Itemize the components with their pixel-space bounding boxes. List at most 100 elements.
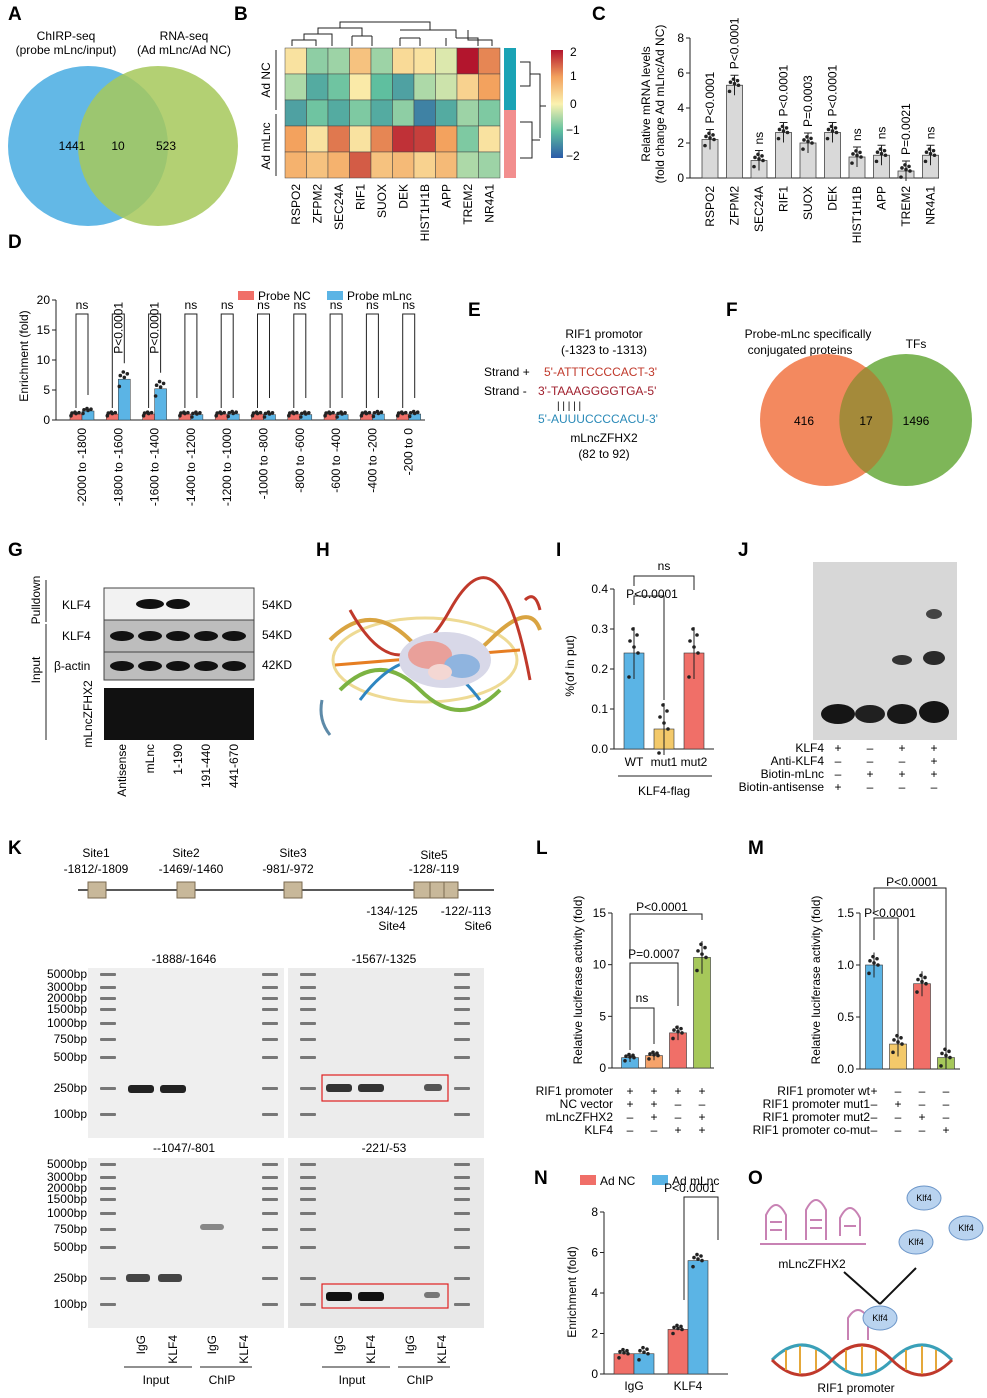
gel-k-group-label: Input (143, 1373, 170, 1387)
chart-l-mark: + (698, 1123, 705, 1137)
gel-k-ladder-band (300, 1176, 316, 1179)
chart-m-ylabel: Relative luciferase activity (fold) (809, 896, 823, 1065)
data-point (648, 1052, 652, 1056)
y-tick-label: 2 (591, 1327, 598, 1341)
data-point (900, 1042, 904, 1046)
data-point (919, 973, 923, 978)
data-point (875, 150, 880, 154)
gel-k-ladder-label: 2000bp (47, 1181, 87, 1195)
data-point (625, 1348, 629, 1353)
gel-k-ladder-label: 1000bp (47, 1016, 87, 1030)
panel-label-l: L (536, 838, 548, 859)
data-point (732, 81, 737, 86)
significance-label: ns (924, 127, 938, 140)
y-tick-label: 15 (593, 906, 607, 920)
y-tick-label: 0.1 (591, 702, 608, 716)
data-point (829, 124, 834, 129)
gel-k-ladder-band (262, 1246, 278, 1249)
gel-k-ladder-band (454, 1022, 470, 1025)
significance-bracket (873, 917, 899, 1035)
gel-k-ladder-band (100, 1228, 116, 1231)
data-point (626, 1351, 630, 1356)
gel-k-lane-label: KLF4 (364, 1335, 378, 1364)
gel-k-ladder-band (300, 1163, 316, 1166)
data-point (250, 414, 255, 418)
significance-label: ns (76, 298, 89, 312)
data-point (331, 410, 335, 415)
blot-j-mark: – (835, 767, 842, 781)
protein-rna-structure-image (319, 576, 542, 736)
data-point (809, 136, 813, 141)
data-point (707, 131, 711, 136)
chart-l-mark: + (650, 1097, 657, 1111)
data-point (89, 407, 93, 412)
heatmap-cell (284, 73, 307, 101)
chart-m-mark: – (943, 1110, 950, 1124)
klf4-protein-label: Klf4 (958, 1223, 974, 1233)
data-point (700, 1258, 704, 1263)
heatmap-cell (456, 99, 479, 127)
heatmap-scale-tick: −1 (566, 123, 580, 137)
gel-k-ladder-band (262, 1176, 278, 1179)
heatmap-cell (478, 125, 501, 153)
data-point (728, 80, 733, 84)
significance-label: ns (330, 298, 343, 312)
chart-m-mark: + (918, 1110, 925, 1124)
gel-k-ladder-band (454, 1212, 470, 1215)
heatmap-cell (306, 99, 329, 127)
gel-k-ladder-band (454, 1187, 470, 1190)
gel-k-ladder-band (454, 1246, 470, 1249)
gel-k-lane-label: IgG (134, 1335, 148, 1354)
data-point (161, 381, 166, 386)
data-point (761, 158, 765, 163)
panel-a: A ChIRP-seq (probe mLnc/input) RNA-seq (… (8, 4, 238, 226)
panel-e-rna-name: mLncZFHX2 (570, 431, 638, 445)
heatmap-cell (306, 73, 329, 101)
chart-l-mark: – (627, 1123, 634, 1137)
y-tick-label: 0.3 (591, 622, 608, 636)
y-tick-label: 8 (591, 1205, 598, 1219)
x-tick-label: RIF1 (777, 186, 791, 212)
data-point (780, 124, 785, 129)
gel-k-ladder-label: 3000bp (47, 1170, 87, 1184)
heatmap-cells (284, 47, 501, 179)
x-tick-label: -1400 to -1200 (184, 428, 198, 506)
data-point (400, 411, 405, 416)
data-point (931, 148, 936, 153)
heatmap-gene-label: DEK (396, 184, 410, 209)
blot-g-band (222, 661, 246, 671)
y-tick-label: 0.2 (591, 662, 608, 676)
gel-k-band (128, 1085, 154, 1093)
heatmap-cell (349, 73, 372, 101)
chart-l-mark: + (650, 1110, 657, 1124)
data-point (830, 129, 835, 133)
data-point (267, 412, 272, 416)
data-point (802, 138, 806, 142)
chart-l-ylabel: Relative luciferase activity (fold) (571, 896, 585, 1065)
chart-d-legend-swatch-mlnc (327, 291, 343, 300)
chart-m-mark: + (894, 1097, 901, 1111)
klf4-protein-icon (948, 1215, 984, 1241)
data-point (153, 394, 158, 398)
blot-g-size: 42KD (262, 658, 292, 672)
heatmap-cell (413, 99, 436, 127)
y-tick-label: 15 (37, 323, 51, 337)
data-point (186, 410, 190, 415)
significance-label: P<0.0001 (626, 587, 678, 601)
panel-e-title-1: RIF1 promotor (565, 327, 642, 341)
gel-k-ladder-band (100, 1022, 116, 1025)
blot-g-input-label: Input (29, 656, 43, 683)
bar (865, 964, 883, 1070)
gel-k-title: -1567/-1325 (352, 952, 417, 966)
data-point (676, 1029, 680, 1034)
significance-bracket (629, 1007, 655, 1050)
data-point (801, 147, 805, 151)
significance-label: P<0.0001 (703, 71, 717, 123)
significance-label: P=0.0021 (899, 103, 913, 155)
data-point (379, 410, 384, 415)
chart-d: 0 5 10 15 20 ns -2000 to -1800 P<0.0001 -1800 to… (37, 293, 425, 506)
gel-k-band (424, 1084, 442, 1091)
data-point (826, 127, 831, 132)
gel-k-band (200, 1224, 224, 1230)
heatmap-gene-labels: RSPO2 ZFPM2 SEC24A RIF1 SUOX DEK HIST1H1B APP TR… (289, 184, 497, 242)
